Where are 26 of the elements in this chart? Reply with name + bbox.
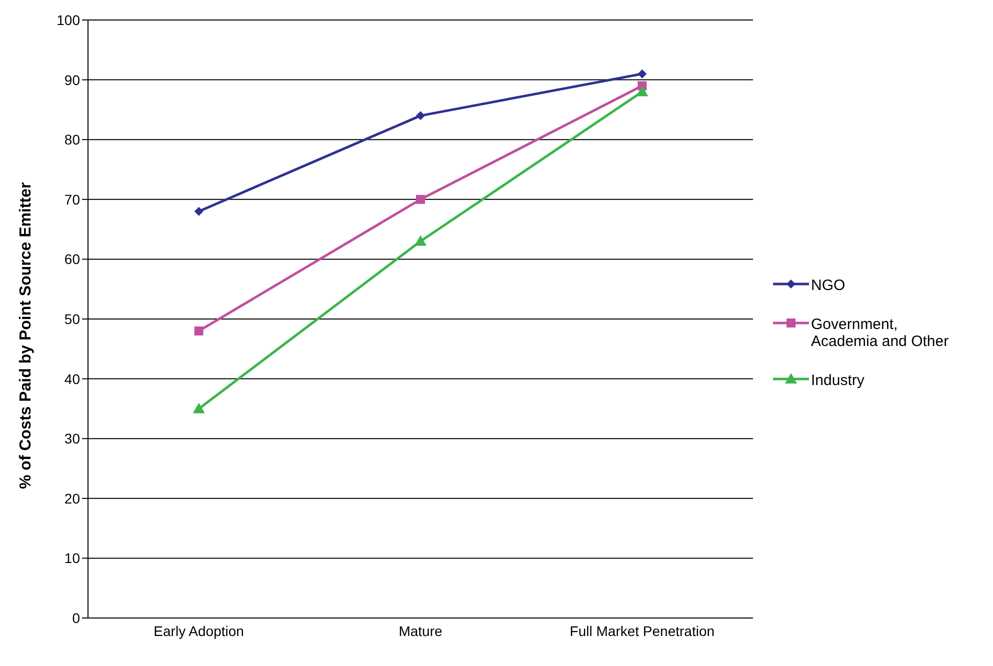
y-tick-label: 20 <box>64 490 80 506</box>
y-tick-label: 90 <box>64 72 80 88</box>
y-tick-label: 50 <box>64 310 80 327</box>
legend-label: NGO <box>811 277 846 294</box>
legend-label: Industry <box>811 372 866 389</box>
x-tick-label: Early Adoption <box>154 622 244 639</box>
point <box>414 235 426 246</box>
point <box>416 111 425 120</box>
x-tick-label: Mature <box>398 622 442 639</box>
point <box>194 326 204 336</box>
y-tick-label: 40 <box>64 370 80 387</box>
y-tick-label: 10 <box>64 550 80 566</box>
legend-label: Government, Academia and Other <box>811 316 950 350</box>
y-tick-label: 100 <box>56 12 80 28</box>
point <box>636 86 648 96</box>
point <box>194 206 204 216</box>
y-axis-title: % of Costs Paid by Point Source Emitter <box>18 182 35 489</box>
point <box>416 194 425 204</box>
y-tick-label: 0 <box>72 610 80 626</box>
y-tick-label: 70 <box>64 191 80 208</box>
point <box>638 69 647 78</box>
y-tick-label: 80 <box>64 132 80 148</box>
y-tick-label: 30 <box>64 430 80 447</box>
point <box>192 402 205 414</box>
x-tick-label: Full Market Penetration <box>570 622 715 639</box>
y-tick-label: 60 <box>64 251 80 268</box>
